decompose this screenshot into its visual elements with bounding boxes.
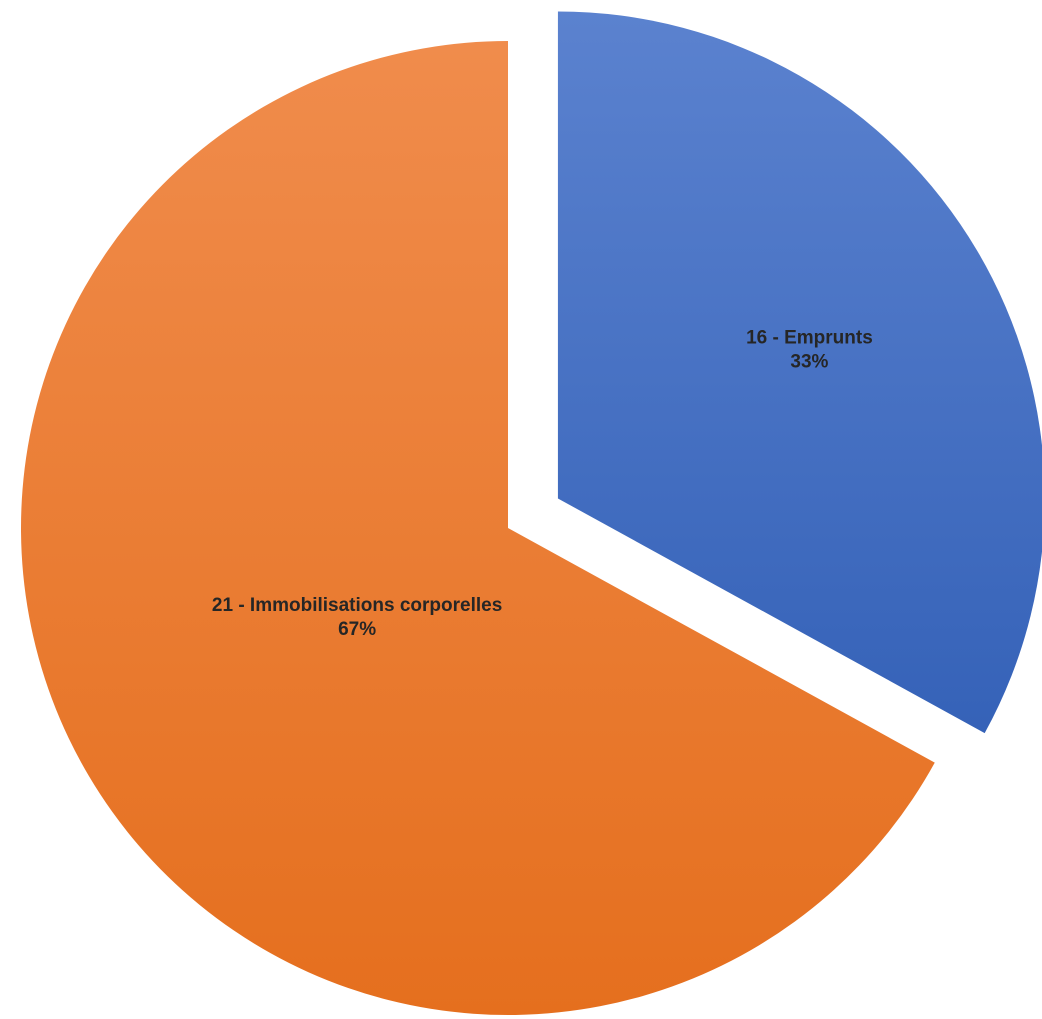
pie-slice-1 [557,11,1042,734]
slice-percent-label: 67% [338,619,376,640]
slice-data-label-1: 16 - Emprunts 33% [746,328,873,373]
slices-layer [21,11,1042,1015]
slice-percent-label: 33% [790,352,828,373]
pie-slice-2 [21,41,935,1015]
slice-category-label: 16 - Emprunts [746,328,873,349]
labels-layer: 16 - Emprunts 33% 21 - Immobilisations cor… [212,328,873,641]
slice-data-label-2: 21 - Immobilisations corporelles 67% [212,595,502,640]
slice-category-label: 21 - Immobilisations corporelles [212,595,502,616]
